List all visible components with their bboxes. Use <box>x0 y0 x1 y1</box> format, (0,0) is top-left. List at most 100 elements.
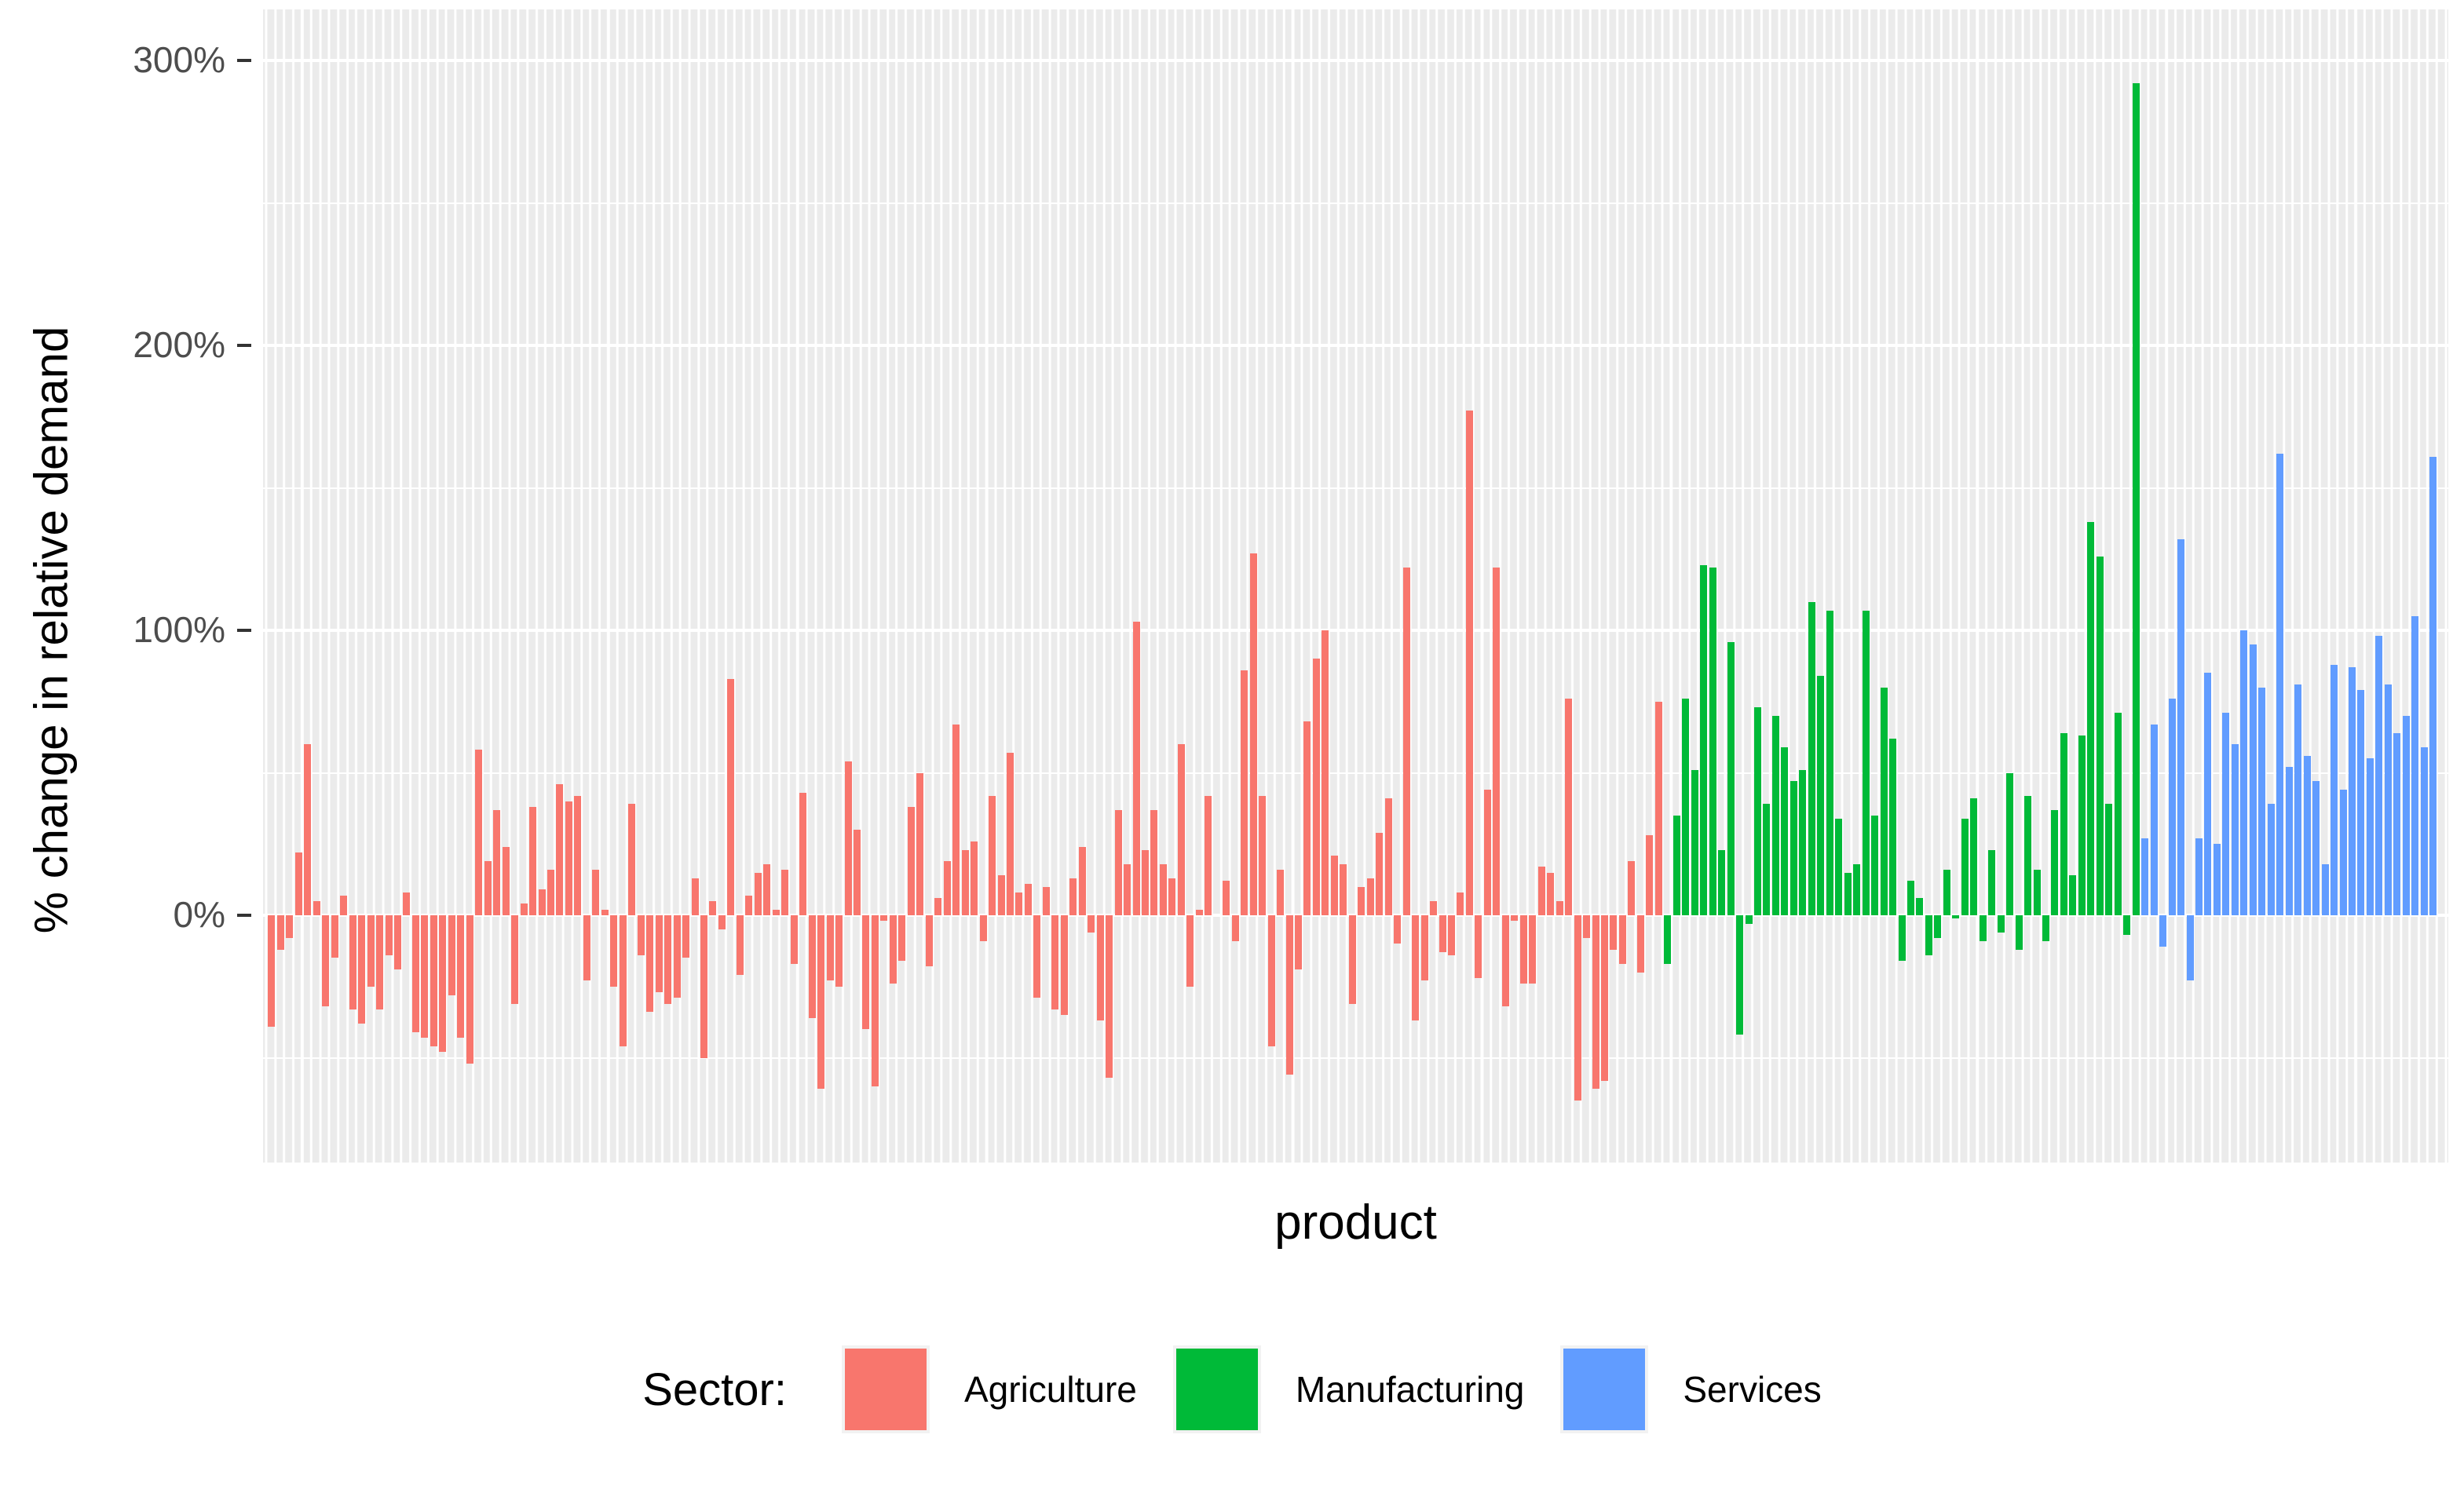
bar-agriculture <box>385 915 393 955</box>
bar-agriculture <box>1078 846 1086 915</box>
bar-manufacturing <box>1906 881 1914 915</box>
legend-swatch-agriculture <box>844 1349 927 1430</box>
bar-manufacturing <box>2033 869 2041 915</box>
bar-services <box>2204 673 2212 915</box>
bar-agriculture <box>484 861 492 915</box>
bar-agriculture <box>989 795 996 915</box>
bar-agriculture <box>565 801 572 915</box>
bar-agriculture <box>1600 915 1608 1081</box>
bar-services <box>2195 838 2203 915</box>
bar-agriculture <box>592 869 600 915</box>
bar-manufacturing <box>1808 601 1815 915</box>
bar-manufacturing <box>1952 915 1960 918</box>
bar-agriculture <box>583 915 590 981</box>
bar-agriculture <box>979 915 987 941</box>
bar-manufacturing <box>1709 568 1716 915</box>
bar-agriculture <box>1358 886 1365 915</box>
bar-agriculture <box>1069 878 1077 915</box>
bar-agriculture <box>1394 915 1402 944</box>
bar-agriculture <box>268 915 276 1027</box>
bar-agriculture <box>430 915 437 1046</box>
bar-agriculture <box>1636 915 1644 973</box>
bar-agriculture <box>826 915 834 981</box>
bar-agriculture <box>286 915 294 939</box>
legend-item-agriculture: Agriculture <box>841 1345 1137 1433</box>
bar-agriculture <box>619 915 627 1046</box>
bar-agriculture <box>1556 900 1563 915</box>
bar-agriculture <box>556 784 564 915</box>
bar-agriculture <box>313 900 320 915</box>
bar-agriculture <box>1051 915 1059 1009</box>
bar-agriculture <box>358 915 366 1024</box>
bar-agriculture <box>547 869 554 915</box>
bar-agriculture <box>628 804 636 915</box>
bar-agriculture <box>727 678 735 915</box>
bar-services <box>2150 724 2158 915</box>
y-tick-mark-0 <box>237 914 251 917</box>
bar-agriculture <box>1420 915 1428 981</box>
bar-services <box>2429 456 2437 915</box>
bar-manufacturing <box>2087 522 2095 915</box>
bar-agriculture <box>763 863 771 915</box>
bar-manufacturing <box>1889 738 1897 915</box>
bar-services <box>2402 715 2410 915</box>
bar-manufacturing <box>1790 781 1797 915</box>
bar-agriculture <box>610 915 618 987</box>
bar-agriculture <box>403 892 411 915</box>
bar-agriculture <box>294 852 302 915</box>
bar-agriculture <box>1124 863 1131 915</box>
bar-manufacturing <box>1771 715 1779 915</box>
bar-manufacturing <box>1799 769 1807 915</box>
y-tick-mark-100 <box>237 629 251 632</box>
bar-manufacturing <box>1961 818 1969 915</box>
bar-agriculture <box>1195 909 1203 915</box>
bar-manufacturing <box>2132 83 2140 915</box>
bar-manufacturing <box>1979 915 1987 941</box>
bar-agriculture <box>1295 915 1302 969</box>
bar-agriculture <box>637 915 645 955</box>
bar-agriculture <box>1537 867 1545 915</box>
bar-agriculture <box>1583 915 1591 939</box>
y-tick-label-200: 200% <box>133 324 225 365</box>
bar-manufacturing <box>1835 818 1843 915</box>
bar-agriculture <box>1132 622 1140 915</box>
bar-manufacturing <box>2015 915 2023 950</box>
legend-swatch-services <box>1563 1349 1646 1430</box>
bar-agriculture <box>1223 881 1230 915</box>
bar-agriculture <box>907 807 915 915</box>
bar-agriculture <box>1529 915 1537 984</box>
bar-manufacturing <box>1943 869 1950 915</box>
bar-agriculture <box>502 846 510 915</box>
bar-manufacturing <box>2105 804 2113 915</box>
bar-manufacturing <box>1925 915 1932 955</box>
bar-agriculture <box>880 915 888 922</box>
bar-services <box>2393 732 2401 915</box>
bar-manufacturing <box>2123 915 2131 936</box>
bar-agriculture <box>1277 869 1285 915</box>
bar-manufacturing <box>1700 564 1708 915</box>
bar-manufacturing <box>2114 713 2122 915</box>
bar-agriculture <box>1241 670 1248 915</box>
bar-agriculture <box>1366 878 1374 915</box>
bar-agriculture <box>340 895 348 915</box>
major-gridline-300 <box>263 59 2448 62</box>
bar-agriculture <box>1465 411 1473 915</box>
bar-agriculture <box>1006 753 1014 915</box>
bar-services <box>2276 453 2284 915</box>
bar-manufacturing <box>1781 746 1789 915</box>
bar-manufacturing <box>2024 795 2032 915</box>
bar-agriculture <box>1015 892 1023 915</box>
bar-agriculture <box>772 909 780 915</box>
legend-label: Agriculture <box>963 1369 1137 1410</box>
bar-agriculture <box>862 915 870 1030</box>
y-tick-mark-200 <box>237 344 251 347</box>
bar-services <box>2213 844 2221 915</box>
bar-services <box>2339 790 2347 915</box>
bar-agriculture <box>466 915 473 1064</box>
bar-services <box>2331 664 2338 915</box>
bar-agriculture <box>1186 915 1194 987</box>
bar-manufacturing <box>1934 915 1942 939</box>
y-tick-label-300: 300% <box>133 39 225 80</box>
bar-manufacturing <box>2069 875 2077 915</box>
bar-services <box>2168 699 2176 915</box>
